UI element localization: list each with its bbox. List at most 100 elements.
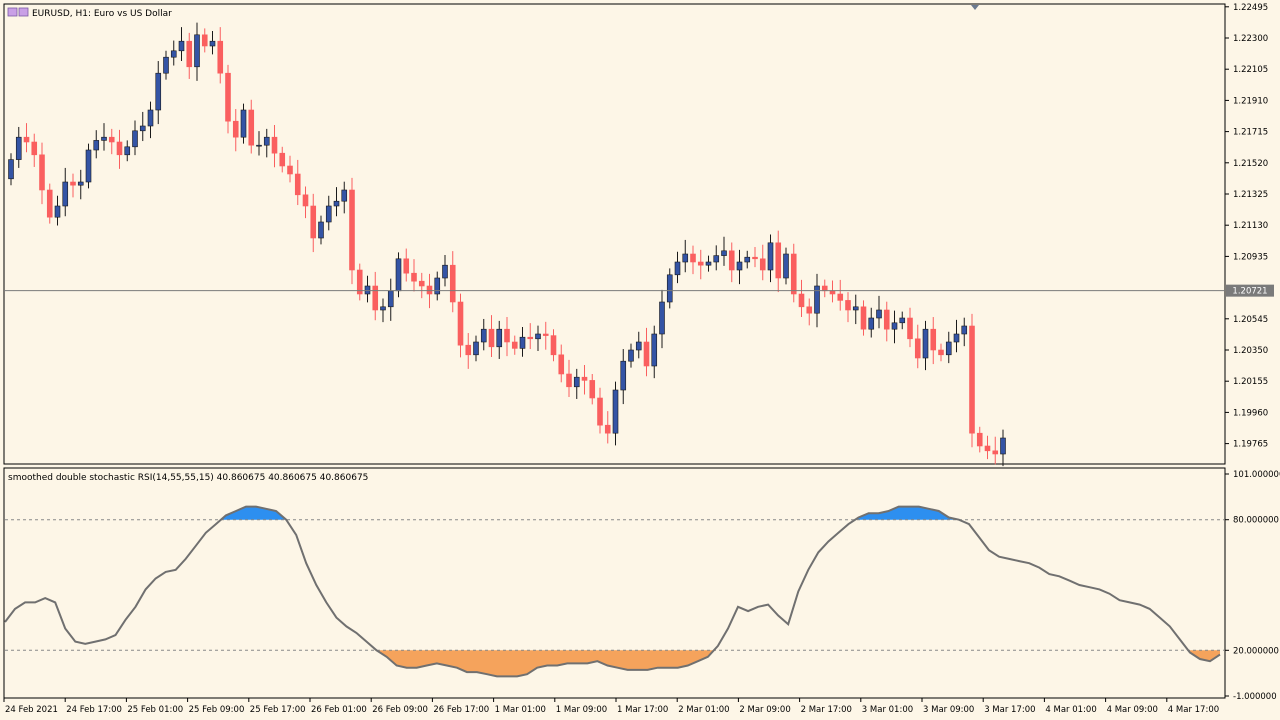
candle	[488, 328, 495, 348]
candle	[992, 450, 999, 455]
candle	[240, 109, 247, 138]
candle	[914, 338, 921, 359]
candle	[752, 256, 758, 260]
current-price-label: 1.20721	[1232, 287, 1267, 297]
candle	[969, 325, 975, 434]
ind-y-tick-label: 20.000000	[1233, 646, 1279, 656]
candle	[279, 152, 286, 167]
candle	[116, 141, 123, 156]
candle	[39, 154, 45, 191]
candle	[302, 194, 309, 207]
candle	[457, 301, 464, 346]
chart-shift-marker[interactable]	[971, 5, 979, 10]
candle	[798, 293, 805, 308]
candle	[542, 333, 549, 336]
candle	[163, 56, 169, 74]
candle	[465, 344, 472, 356]
candle	[194, 34, 200, 68]
candle	[256, 144, 262, 147]
candle	[108, 136, 115, 143]
indicator-panel-frame	[3, 467, 1226, 699]
candle	[287, 165, 293, 175]
candle	[860, 306, 867, 330]
candle	[62, 181, 69, 207]
candle	[349, 189, 355, 271]
candle	[876, 309, 882, 319]
candle	[147, 109, 154, 127]
candle	[294, 173, 301, 196]
candle	[23, 136, 30, 143]
candle	[186, 40, 193, 68]
rsi-line	[4, 505, 1221, 678]
candle	[597, 397, 603, 426]
time-axis: 24 Feb 2021 24 Feb 17:00 25 Feb 01:00 25 Fe…	[3, 698, 1219, 715]
y-tick-label: 1.19960	[1233, 408, 1268, 418]
time-tick-label: 2 Mar 17:00	[801, 705, 852, 715]
y-tick-label: 1.20545	[1233, 315, 1268, 325]
candle	[806, 306, 813, 314]
y-tick-label: 1.21910	[1233, 96, 1268, 106]
time-tick-label: 25 Feb 09:00	[189, 705, 245, 715]
candle	[333, 200, 340, 207]
candle	[271, 136, 278, 154]
candle	[387, 290, 394, 308]
candle	[907, 317, 913, 340]
candle	[945, 341, 952, 356]
candle	[341, 189, 348, 202]
candle	[767, 242, 774, 271]
time-tick-label: 1 Mar 09:00	[556, 705, 607, 715]
time-tick-label: 4 Mar 01:00	[1045, 705, 1096, 715]
y-tick-label: 1.19765	[1233, 440, 1268, 450]
symbol-window-icon-2[interactable]	[18, 7, 29, 17]
time-tick-label: 26 Feb 09:00	[372, 705, 428, 715]
y-tick-label: 1.21130	[1233, 221, 1268, 231]
time-tick-label: 1 Mar 01:00	[495, 705, 546, 715]
indicator-y-axis: 101.000000 80.000000 20.000000 -1.000000	[1225, 470, 1280, 702]
candle	[496, 328, 503, 348]
candle	[15, 136, 22, 160]
candle	[449, 264, 456, 303]
candle	[790, 253, 797, 295]
current-price-tag	[1226, 284, 1274, 297]
candle	[403, 258, 410, 274]
symbol-window-icon[interactable]	[7, 7, 18, 17]
candle	[426, 285, 433, 295]
candle	[845, 300, 851, 311]
oversold-fill	[1188, 650, 1220, 662]
candle	[674, 261, 681, 276]
time-tick-label: 4 Mar 17:00	[1168, 705, 1219, 715]
candle	[93, 140, 100, 151]
candle	[217, 40, 224, 74]
y-tick-label: 1.21715	[1233, 128, 1268, 138]
candle	[666, 274, 673, 303]
candle	[70, 181, 76, 186]
candle	[775, 242, 782, 279]
candle	[744, 256, 751, 263]
candle	[829, 290, 836, 295]
candle	[651, 333, 658, 367]
candle	[31, 141, 38, 156]
candle	[837, 293, 844, 301]
candle	[535, 333, 541, 340]
candle	[643, 341, 650, 367]
candle	[852, 306, 859, 311]
candle	[101, 136, 107, 141]
candle	[635, 341, 642, 351]
candle	[511, 341, 518, 349]
candle	[550, 335, 557, 356]
candle	[310, 205, 317, 239]
candle	[938, 349, 944, 356]
time-tick-label: 2 Mar 01:00	[678, 705, 729, 715]
candle	[976, 432, 983, 447]
candle	[961, 325, 968, 335]
candle	[46, 189, 53, 218]
candle	[814, 285, 820, 314]
candle	[395, 258, 402, 292]
y-tick-label: 1.21520	[1233, 159, 1268, 169]
candle	[380, 306, 386, 311]
candle	[728, 250, 735, 271]
candle	[868, 317, 875, 330]
candle	[659, 301, 665, 335]
candle	[519, 336, 526, 349]
time-tick-label: 4 Mar 09:00	[1107, 705, 1158, 715]
